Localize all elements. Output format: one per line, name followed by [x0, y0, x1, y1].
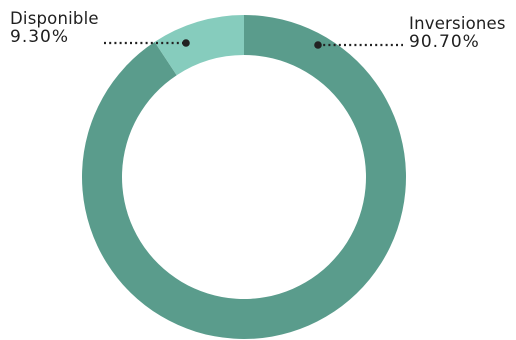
slice-label-disponible: Disponible 9.30% — [10, 9, 99, 47]
slice-label-inversiones: Inversiones 90.70% — [409, 14, 506, 52]
slice-value-disponible: 9.30% — [10, 27, 70, 47]
leader-dot-disponible — [182, 39, 190, 47]
donut-slice-disponible — [154, 15, 244, 76]
donut-slice-inversiones — [81, 15, 406, 339]
leader-dot-inversiones — [314, 41, 322, 49]
slice-value-inversiones: 90.70% — [409, 32, 480, 52]
slice-name-inversiones: Inversiones — [409, 14, 506, 33]
leader-lines — [104, 39, 403, 49]
slice-name-disponible: Disponible — [10, 9, 99, 28]
donut-slices — [81, 15, 406, 339]
